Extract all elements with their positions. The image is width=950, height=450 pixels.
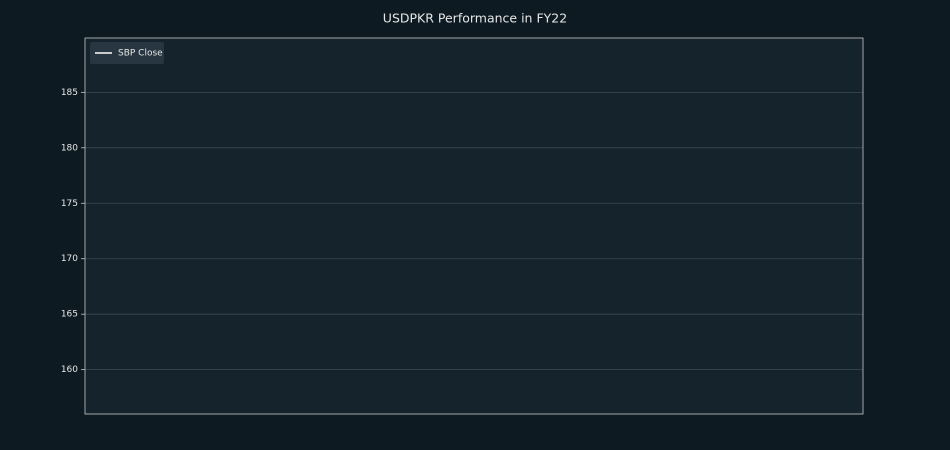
legend-label: SBP Close <box>118 49 163 59</box>
chart-title: USDPKR Performance in FY22 <box>383 11 567 26</box>
y-tick-label: 180 <box>61 143 78 153</box>
y-tick-label: 170 <box>61 254 78 264</box>
legend-box <box>90 42 164 64</box>
y-tick-label: 185 <box>61 88 78 98</box>
y-tick-label: 175 <box>61 199 78 209</box>
grid: 160165170175180185Jul 01Aug 01Sep 01Oct … <box>61 88 863 375</box>
legend: SBP Close <box>90 42 164 64</box>
axes-frame <box>84 37 864 415</box>
y-tick-label: 165 <box>61 310 78 320</box>
plot-area <box>85 38 863 414</box>
y-tick-label: 160 <box>61 365 78 375</box>
